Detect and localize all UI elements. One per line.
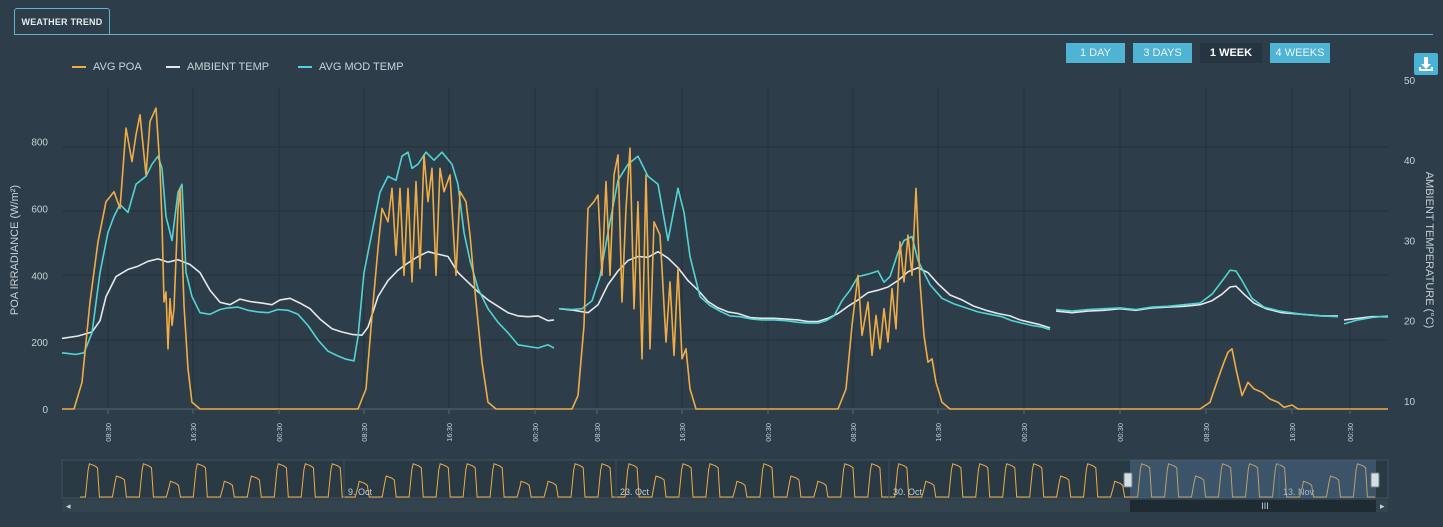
x-tick-label: 00:30: [275, 423, 284, 442]
tab-bar: WEATHER TREND: [0, 0, 1443, 36]
series-avg-poa: [62, 107, 1388, 410]
tab-underline: [14, 34, 1433, 35]
navigator-date-label: 9. Oct: [348, 487, 373, 497]
left-tick-label: 0: [42, 405, 48, 416]
navigator-poa-line: [80, 463, 1375, 498]
x-tick-label: 16:30: [445, 423, 454, 442]
range-button-3-days[interactable]: 3 DAYS: [1133, 43, 1192, 63]
legend-label-avg-poa: AVG POA: [93, 61, 142, 73]
legend-swatch-ambient-temp: [166, 66, 180, 68]
x-tick-label: 16:30: [934, 423, 943, 442]
left-axis-title: POA IRRADIANCE (W/m²): [9, 185, 21, 315]
x-tick-label: 00:30: [1020, 423, 1029, 442]
x-tick-label: 08:30: [849, 423, 858, 442]
navigator-series: [80, 463, 1375, 498]
navigator-background: [61, 459, 1389, 499]
range-button-1-day[interactable]: 1 DAY: [1066, 43, 1125, 63]
navigator-date-label: 13. Nov: [1283, 487, 1315, 497]
legend-label-ambient-temp: AMBIENT TEMP: [187, 61, 270, 73]
x-tick-label: 16:30: [1288, 423, 1297, 442]
legend-label-avg-mod-temp: AVG MOD TEMP: [319, 61, 404, 73]
legend-item-avg-poa[interactable]: AVG POA: [72, 60, 142, 74]
x-tick-label: 00:30: [1346, 423, 1355, 442]
left-tick-label: 600: [31, 204, 48, 215]
navigator-handle-left[interactable]: [1123, 472, 1133, 488]
right-tick-label: 40: [1404, 156, 1416, 167]
left-axis: 0 200 400 600 800: [31, 138, 48, 417]
x-tick-label: 08:30: [360, 423, 369, 442]
x-tick-label: 08:30: [1202, 423, 1211, 442]
navigator-handle-right[interactable]: [1370, 472, 1380, 488]
x-axis: 08:30 16:30 00:30 08:30 16:30 00:30 08:30 16:30…: [104, 409, 1355, 442]
range-button-4-weeks[interactable]: 4 WEEKS: [1270, 43, 1330, 63]
right-tick-label: 50: [1404, 76, 1416, 87]
series-avg-mod-temp: [61, 151, 1389, 362]
chart-series: [61, 107, 1389, 410]
right-tick-label: 30: [1404, 236, 1416, 247]
x-tick-label: 00:30: [1116, 423, 1125, 442]
scrollbar-thumb[interactable]: [1130, 500, 1376, 512]
scroll-right-icon[interactable]: ▸: [1380, 501, 1385, 511]
x-tick-label: 00:30: [531, 423, 540, 442]
right-axis: 10 20 30 40 50: [1404, 76, 1416, 408]
download-button[interactable]: [1414, 53, 1438, 75]
left-tick-label: 400: [31, 271, 48, 282]
legend-swatch-avg-mod-temp: [298, 66, 312, 68]
legend-swatch-avg-poa: [72, 66, 86, 68]
series-ambient-temp: [61, 250, 1388, 340]
right-axis-title: AMBIENT TEMPERATURE (°C): [1423, 172, 1435, 329]
x-tick-label: 08:30: [104, 423, 113, 442]
right-tick-label: 20: [1404, 317, 1416, 328]
navigator-selection[interactable]: [1130, 460, 1376, 498]
scroll-left-icon[interactable]: ◂: [66, 501, 71, 511]
navigator-date-label: 23. Oct: [620, 487, 650, 497]
chart-grid: [62, 88, 1388, 410]
x-tick-label: 16:30: [189, 423, 198, 442]
x-tick-label: 08:30: [593, 423, 602, 442]
navigator[interactable]: 9. Oct 23. Oct 30. Oct 13. Nov ◂ ▸ III: [61, 459, 1389, 512]
legend-item-avg-mod-temp[interactable]: AVG MOD TEMP: [298, 60, 404, 74]
x-tick-label: 00:30: [764, 423, 773, 442]
right-tick-label: 10: [1404, 397, 1416, 408]
scrollbar-track[interactable]: [62, 500, 1388, 512]
x-tick-label: 16:30: [678, 423, 687, 442]
tab-weather-trend[interactable]: WEATHER TREND: [14, 8, 110, 35]
range-button-1-week[interactable]: 1 WEEK: [1200, 43, 1262, 63]
navigator-labels: 9. Oct 23. Oct 30. Oct 13. Nov: [343, 460, 1315, 498]
navigator-date-label: 30. Oct: [893, 487, 923, 497]
legend-item-ambient-temp[interactable]: AMBIENT TEMP: [166, 60, 269, 74]
left-tick-label: 800: [31, 138, 48, 149]
left-tick-label: 200: [31, 338, 48, 349]
scrollbar-grip-icon: III: [1261, 501, 1269, 511]
download-icon: [1419, 57, 1433, 71]
